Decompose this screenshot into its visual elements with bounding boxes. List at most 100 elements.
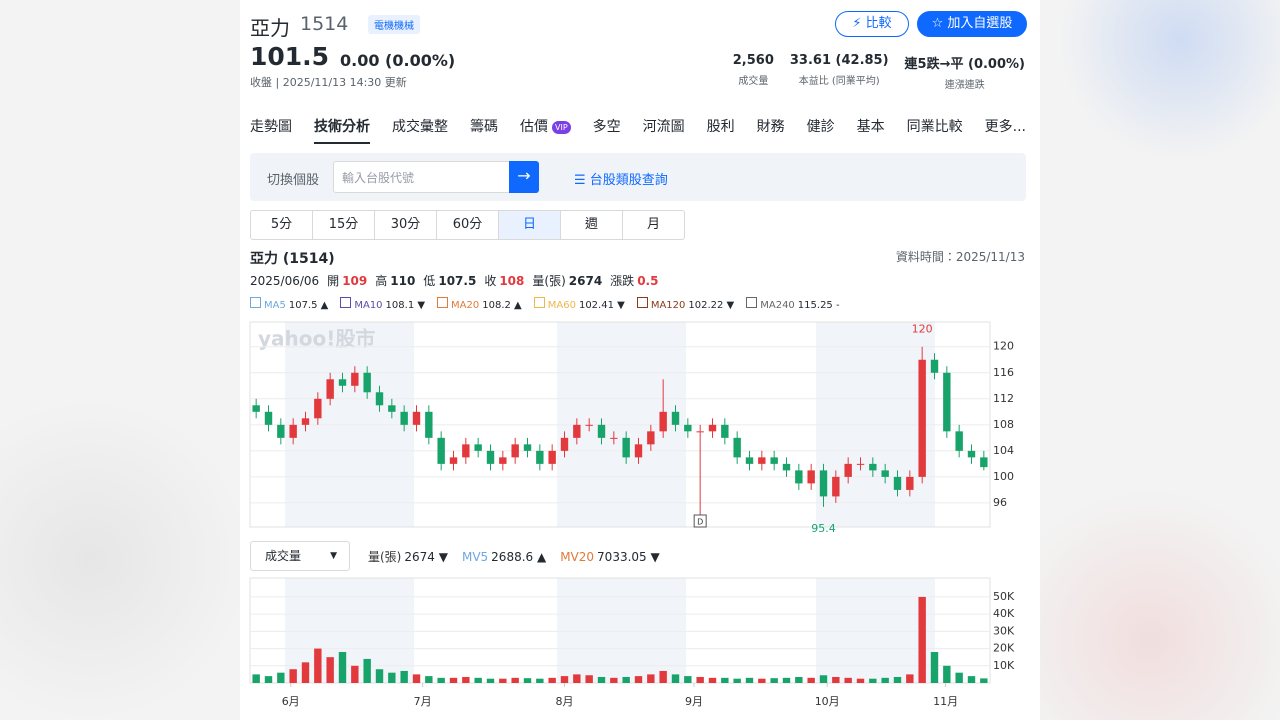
candle-body (647, 431, 655, 445)
vip-badge: VIP (552, 120, 571, 134)
volume-bar (326, 657, 334, 683)
period-tab[interactable]: 月 (646, 217, 660, 232)
category-link[interactable]: ☰ 台股類股查詢 (574, 173, 668, 188)
y-tick-label: 20K (993, 642, 1015, 655)
ma-item[interactable]: MA60 102.41 ▼ (533, 297, 625, 311)
volume-bar (462, 676, 470, 683)
candle-body (795, 470, 803, 484)
volume-bar (659, 670, 667, 683)
candle-body (314, 398, 322, 419)
ohlc-value: 109 (342, 274, 368, 288)
candle-body (400, 411, 408, 425)
plot-frame (249, 577, 991, 684)
compare-button[interactable]: ⚡ 比較 (835, 11, 909, 37)
tab[interactable]: 成交彙整 (392, 119, 448, 135)
ma-checkbox (636, 297, 648, 308)
search-input[interactable]: 輸入台股代號 (333, 161, 511, 193)
y-tick-label: 100 (993, 470, 1014, 483)
stat-label: 本益比 (同業平均) (798, 76, 880, 87)
ma-item[interactable]: MA20 108.2 ▲ (437, 297, 522, 311)
volume-bar (412, 674, 421, 683)
watch-button[interactable]: ☆ 加入自選股 (917, 11, 1027, 37)
tab[interactable]: 財務 (756, 119, 785, 135)
stat-label: 連漲連跌 (944, 80, 985, 91)
volume-bar (733, 678, 741, 683)
x-tick-label: 10月 (815, 695, 840, 708)
candle-body (881, 470, 889, 477)
volume-bar (511, 677, 519, 683)
tab[interactable]: 更多... (984, 119, 1027, 135)
ma-item[interactable]: MA5 107.5 ▲ (250, 297, 328, 311)
tab[interactable]: 同業比較 (906, 119, 963, 135)
volume-legend-name: MV20 (560, 549, 595, 564)
y-tick-label: 108 (993, 418, 1014, 431)
candle-body (560, 437, 569, 451)
candle-body (967, 450, 976, 458)
candle-body (351, 372, 359, 386)
candle-body (980, 457, 988, 468)
ma-legend: MA5 107.5 ▲ MA10 108.1 ▼ MA20 108.2 ▲ MA60 102.… (250, 297, 844, 311)
tab[interactable]: 基本 (856, 119, 885, 135)
volume-bar (289, 669, 297, 683)
period-tab[interactable]: 30分 (375, 211, 437, 239)
ma-item[interactable]: MA240 115.25 - (746, 297, 840, 311)
tab[interactable]: 河流圖 (642, 119, 685, 135)
candle-body (301, 418, 310, 425)
volume-bar (622, 676, 630, 683)
volume-bar (955, 672, 963, 683)
stat: 33.61 (42.85) 本益比 (同業平均) (790, 53, 889, 91)
ohlc-label: 收 (484, 274, 497, 288)
tab[interactable]: 走勢圖 (250, 119, 292, 135)
period-tab[interactable]: 週 (561, 211, 623, 239)
y-tick-label: 40K (993, 607, 1015, 620)
volume-bar (536, 678, 544, 683)
volume-bar (832, 676, 840, 683)
price: 101.5 (250, 42, 330, 71)
volume-bar (523, 678, 532, 683)
tab[interactable]: 多空 (592, 119, 621, 135)
ma-item[interactable]: MA120 102.22 ▼ (636, 297, 734, 311)
tab[interactable]: 估價 VIP (520, 116, 571, 144)
volume-bar (684, 676, 692, 683)
period-tab[interactable]: 60分 (437, 211, 499, 239)
y-tick-label: 50K (993, 590, 1015, 603)
volume-bar (967, 676, 976, 683)
volume-bar (573, 674, 581, 683)
volume-bar (277, 672, 285, 683)
x-tick-label: 11月 (933, 695, 958, 708)
tab[interactable]: 籌碼 (470, 119, 498, 135)
industry-tag[interactable]: 電機機械 (368, 15, 420, 34)
candle-body (684, 424, 692, 432)
period-tab[interactable]: 15分 (313, 211, 375, 239)
tab[interactable]: 技術分析 (314, 116, 370, 144)
candle-body (906, 476, 914, 490)
candle-body (511, 444, 519, 458)
ohlc-value: 108 (499, 274, 525, 288)
candle-body (832, 476, 840, 497)
tab[interactable]: 股利 (706, 119, 735, 135)
chart-title: 亞力 (1514) (250, 251, 335, 267)
stat-label: 成交量 (738, 76, 769, 87)
volume-bar (634, 676, 643, 683)
search-button[interactable]: → (509, 161, 539, 193)
ma-item[interactable]: MA10 108.1 ▼ (340, 297, 425, 311)
period-tab[interactable]: 日 (499, 211, 561, 239)
volume-select[interactable]: 成交量 ▼ (250, 541, 350, 571)
candle-body (289, 424, 297, 438)
candle-body (548, 450, 556, 464)
candle-body (659, 411, 667, 432)
ohlc-item: 量(張) 2674 (532, 272, 602, 289)
period-tab[interactable]: 5分 (251, 211, 313, 239)
ohlc-date: 2025/06/06 (250, 273, 320, 288)
stat-value: 連5跌→平 (0.00%) (904, 57, 1025, 72)
stock-name: 亞力 (250, 16, 290, 40)
volume-bar (363, 658, 371, 683)
volume-bar (388, 672, 396, 683)
ohlc-value: 110 (390, 274, 416, 288)
volume-bar (437, 677, 445, 683)
candle-body (585, 424, 593, 426)
category-link-text: 台股類股查詢 (589, 173, 668, 188)
tab[interactable]: 健診 (806, 119, 835, 135)
marker-box (693, 514, 707, 528)
